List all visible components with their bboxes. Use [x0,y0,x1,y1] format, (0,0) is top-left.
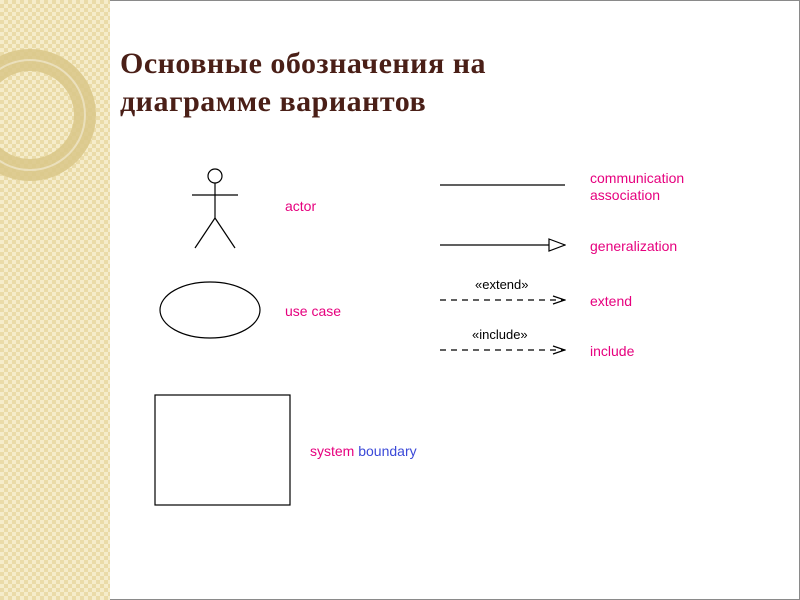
extend-stereotype: «extend» [475,277,529,292]
boundary-word: boundary [358,443,416,459]
slide-content: Основные обозначения на диаграмме вариан… [120,0,780,600]
include-label: include [590,343,634,360]
slide-sidebar [0,0,110,600]
actor-symbol [192,169,238,248]
uml-notation-diagram: actor use case system boundary communica… [120,160,780,590]
use-case-label: use case [285,303,341,320]
association-word: association [590,187,660,203]
title-line-1: Основные обозначения на [120,47,486,80]
system-word: system [310,443,354,459]
system-boundary-symbol [155,395,290,505]
generalization-label: generalization [590,238,677,255]
diagram-svg [120,160,780,590]
communication-word: communication [590,170,684,186]
use-case-symbol [160,282,260,338]
slide-title: Основные обозначения на диаграмме вариан… [120,45,780,120]
communication-association-label: communication association [590,170,684,204]
actor-label: actor [285,198,316,215]
include-stereotype: «include» [472,327,528,342]
sidebar-texture [0,0,110,600]
title-line-2: диаграмме вариантов [120,85,426,118]
extend-label: extend [590,293,632,310]
system-boundary-label: system boundary [310,443,417,460]
